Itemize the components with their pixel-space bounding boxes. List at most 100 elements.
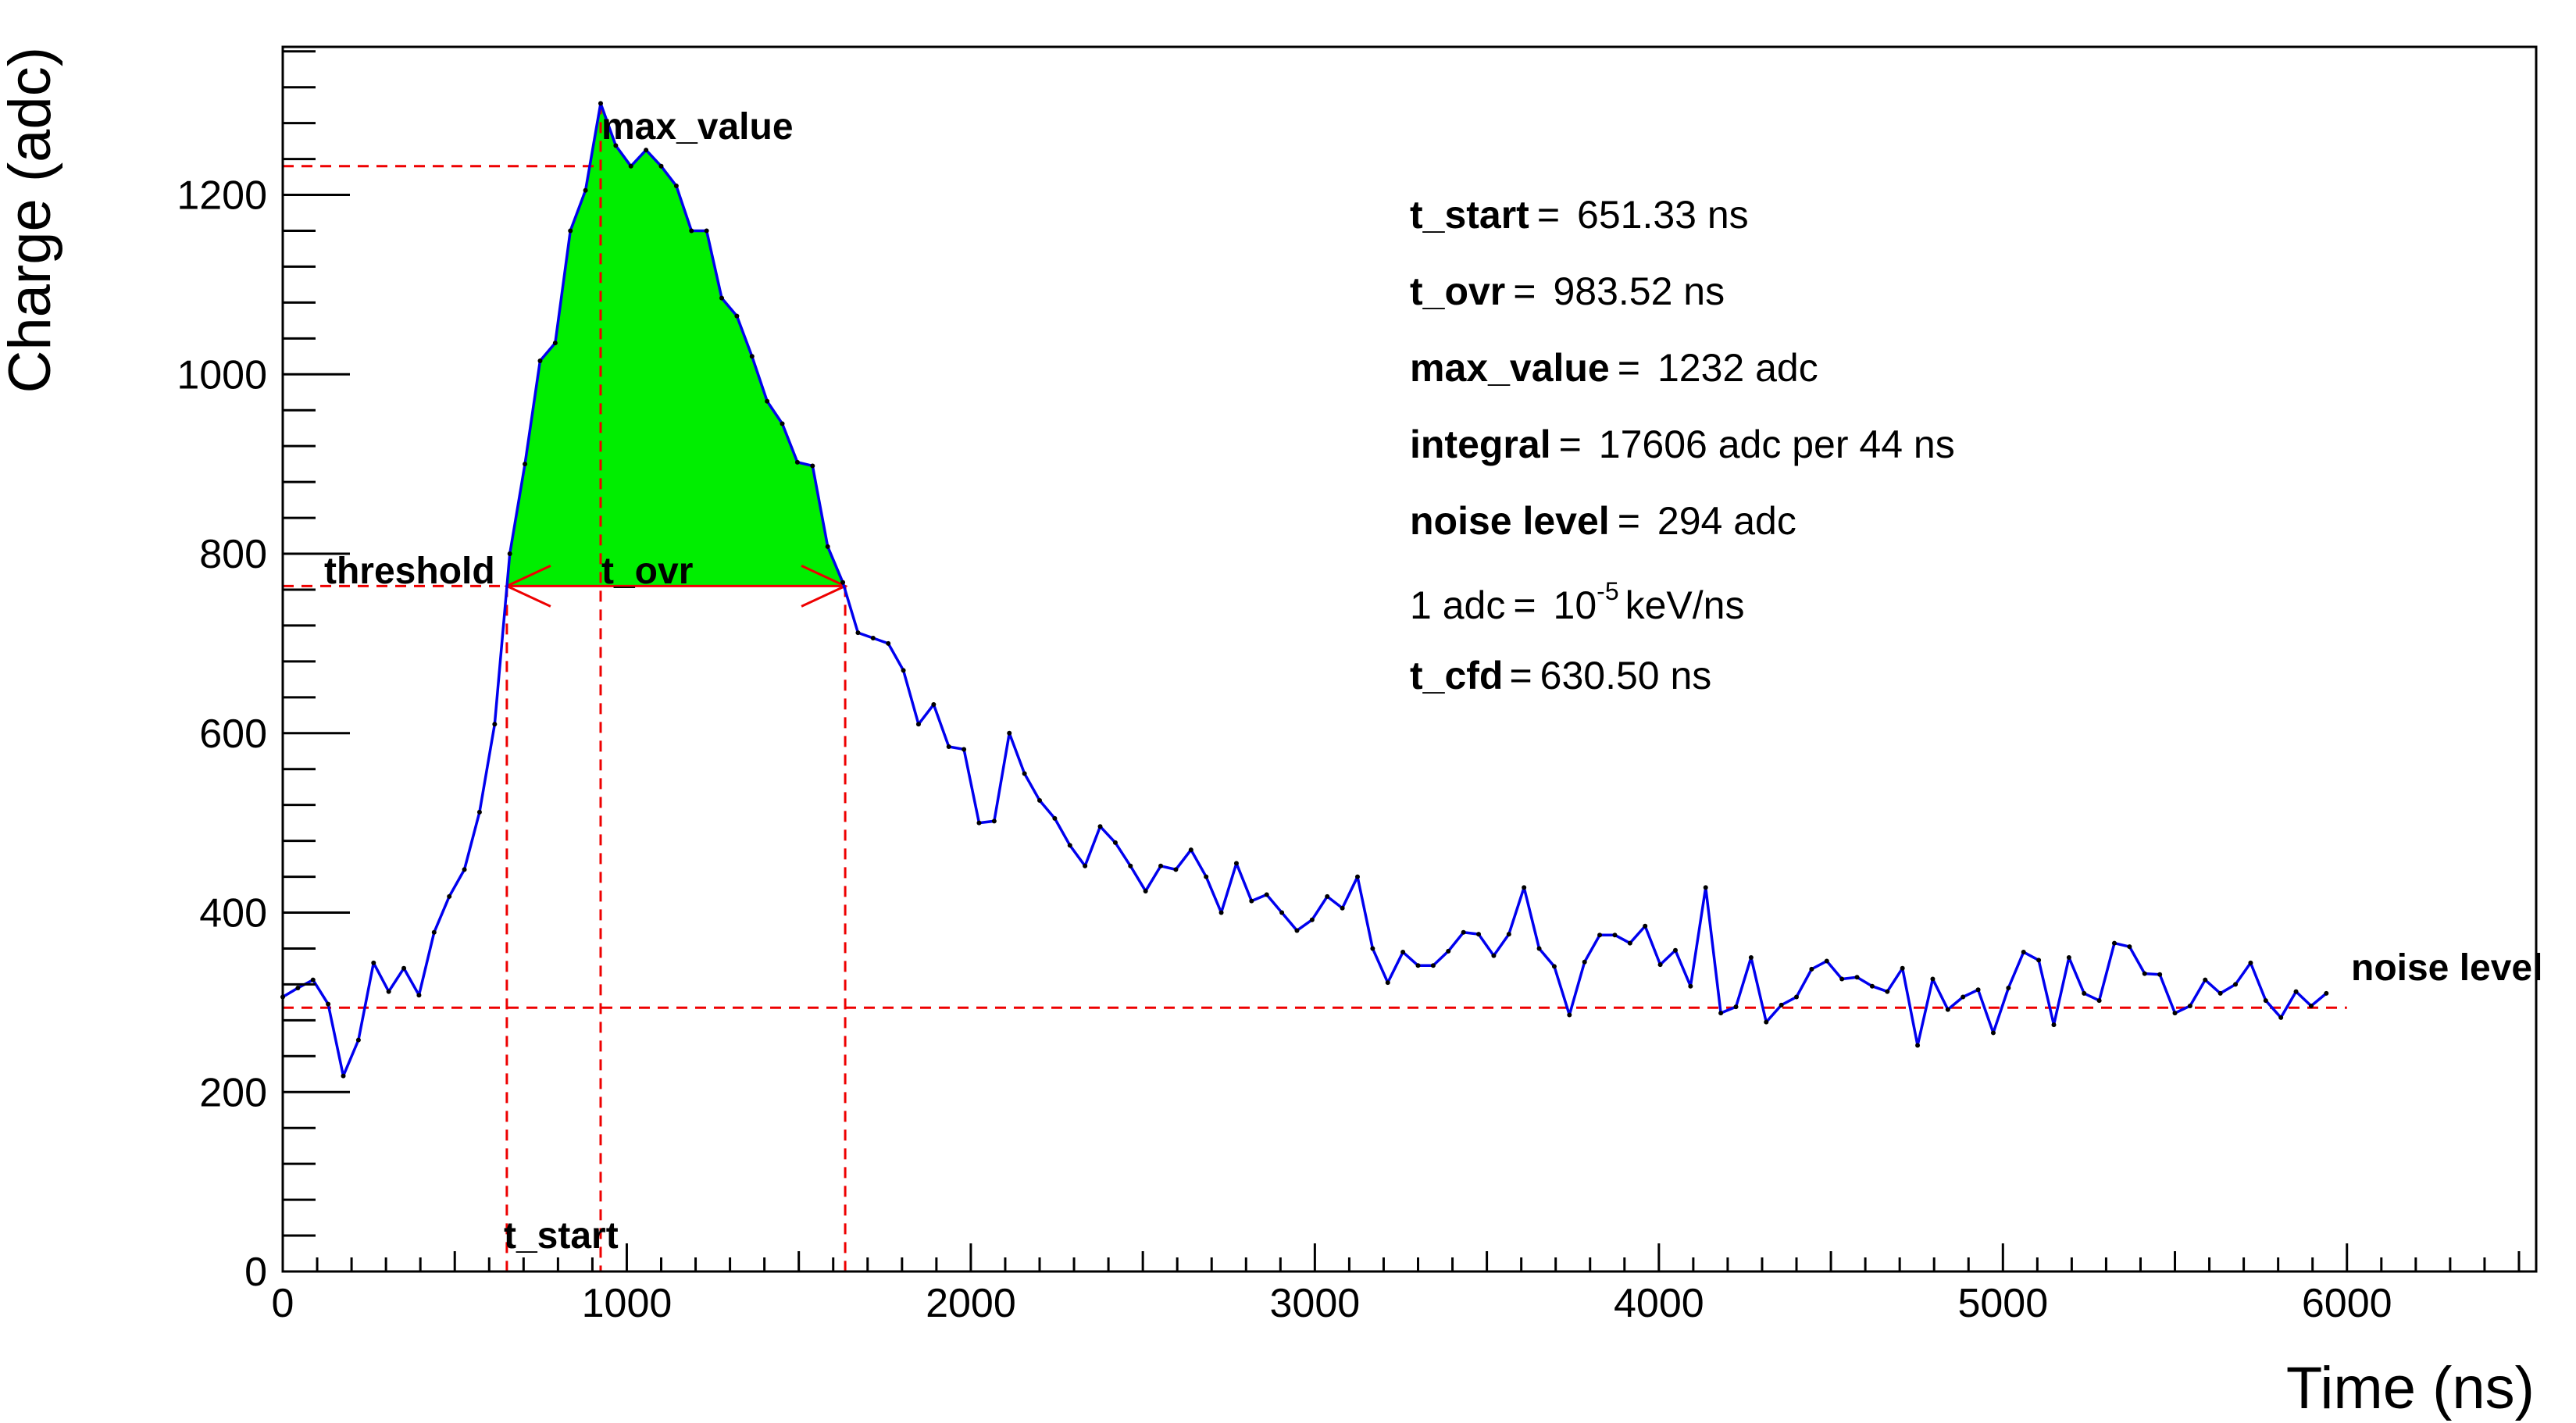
data-point — [1672, 947, 1678, 953]
data-point — [794, 459, 800, 465]
data-point — [355, 1037, 361, 1043]
data-point — [1748, 954, 1754, 960]
data-point — [2233, 982, 2239, 987]
data-point — [946, 744, 951, 749]
y-tick-label: 1200 — [177, 173, 267, 219]
info-integral-key: integral — [1410, 423, 1551, 466]
data-point — [1476, 932, 1482, 937]
info-adc-exponent: -5 — [1597, 577, 1618, 605]
data-point — [1930, 976, 1936, 982]
data-point — [825, 544, 830, 549]
data-point — [2036, 958, 2042, 963]
data-point — [416, 993, 422, 998]
data-point — [1688, 983, 1693, 989]
data-point — [976, 820, 982, 826]
integral-area — [506, 103, 846, 587]
data-point — [1294, 928, 1300, 933]
data-point — [2263, 998, 2268, 1004]
data-point — [2308, 1003, 2314, 1008]
data-point — [507, 551, 512, 557]
data-point — [1370, 946, 1375, 951]
data-point — [2293, 989, 2299, 994]
info-integral: integral = 17606 adc per 44 ns — [1410, 423, 1955, 466]
y-axis-title: Charge (adc) — [0, 47, 63, 394]
data-point — [689, 228, 694, 234]
data-point — [1612, 933, 1618, 938]
t-start-label: t_start — [504, 1215, 619, 1257]
info-t-ovr-key: t_ovr — [1410, 269, 1505, 313]
data-point — [492, 722, 498, 727]
data-point — [1279, 910, 1285, 915]
data-point — [1264, 892, 1269, 897]
info-noise-value: 294 adc — [1657, 499, 1796, 543]
data-point — [431, 929, 437, 935]
data-point — [1354, 874, 1360, 879]
data-point — [2021, 950, 2026, 955]
info-eq: = — [1513, 269, 1536, 313]
y-tick-label: 0 — [244, 1250, 267, 1295]
data-point — [2172, 1011, 2178, 1016]
data-point — [2278, 1015, 2284, 1020]
data-point — [2066, 954, 2071, 960]
data-point — [810, 463, 815, 469]
info-t-ovr-value: 983.52 ns — [1553, 269, 1725, 313]
info-noise-level: noise level = 294 adc — [1410, 499, 1796, 543]
data-point — [1249, 898, 1254, 904]
info-panel: t_start = 651.33 ns t_ovr = 983.52 ns max_va… — [1410, 193, 1955, 697]
info-t-start: t_start = 651.33 ns — [1410, 193, 1749, 237]
info-eq: = — [1618, 346, 1640, 390]
data-point — [1385, 980, 1390, 986]
data-point — [1325, 893, 1330, 899]
x-tick-label: 3000 — [1270, 1281, 1361, 1326]
data-point — [1794, 994, 1800, 1000]
data-point — [2217, 990, 2223, 996]
data-point — [962, 747, 967, 752]
data-point — [523, 462, 528, 467]
data-point — [855, 630, 861, 636]
data-point — [295, 986, 301, 991]
data-point — [719, 295, 725, 301]
info-t-cfd-key: t_cfd — [1410, 654, 1503, 697]
info-max-value-key: max_value — [1410, 346, 1610, 390]
data-point — [1430, 963, 1436, 968]
data-point — [583, 187, 588, 193]
data-point — [1733, 1004, 1739, 1010]
data-point — [1900, 965, 1905, 971]
data-point — [628, 163, 633, 169]
max-value-label: max_value — [601, 106, 794, 148]
data-point — [1839, 976, 1845, 982]
data-point — [1657, 962, 1663, 968]
data-point — [326, 1001, 331, 1007]
data-point — [1809, 966, 1814, 972]
data-point — [1582, 959, 1587, 965]
data-point — [1052, 815, 1058, 821]
data-point — [2006, 986, 2011, 991]
data-point — [1703, 885, 1708, 890]
data-point — [1536, 946, 1542, 951]
data-point — [1158, 863, 1164, 868]
x-tick-label: 6000 — [2302, 1281, 2392, 1326]
data-point — [1128, 863, 1133, 868]
data-point — [1627, 940, 1632, 946]
data-point — [2187, 1003, 2192, 1008]
data-point — [1551, 964, 1557, 969]
threshold-label: threshold — [324, 551, 495, 592]
data-point — [1824, 958, 1829, 964]
data-point — [2142, 971, 2147, 976]
data-point — [2127, 944, 2132, 950]
info-integral-value: 17606 adc per 44 ns — [1599, 423, 1955, 466]
data-point — [734, 313, 740, 319]
data-point — [1990, 1030, 1996, 1036]
data-point — [1067, 843, 1072, 848]
data-point — [644, 148, 649, 153]
data-point — [1188, 847, 1193, 853]
info-max-value-value: 1232 adc — [1657, 346, 1818, 390]
data-point — [1869, 983, 1875, 989]
guide-lines-layer — [283, 103, 2347, 1271]
data-point — [1400, 950, 1406, 955]
noise-level-label: noise level — [2351, 947, 2542, 989]
x-axis-title: Time (ns) — [2286, 1355, 2535, 1421]
y-tick-label: 200 — [199, 1070, 267, 1115]
info-eq: = — [1537, 193, 1560, 237]
data-point — [1885, 989, 1890, 994]
